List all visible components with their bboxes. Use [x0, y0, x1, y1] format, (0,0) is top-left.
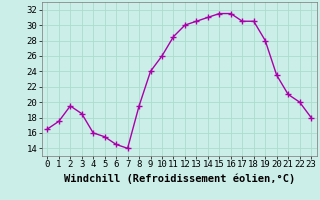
X-axis label: Windchill (Refroidissement éolien,°C): Windchill (Refroidissement éolien,°C): [64, 173, 295, 184]
